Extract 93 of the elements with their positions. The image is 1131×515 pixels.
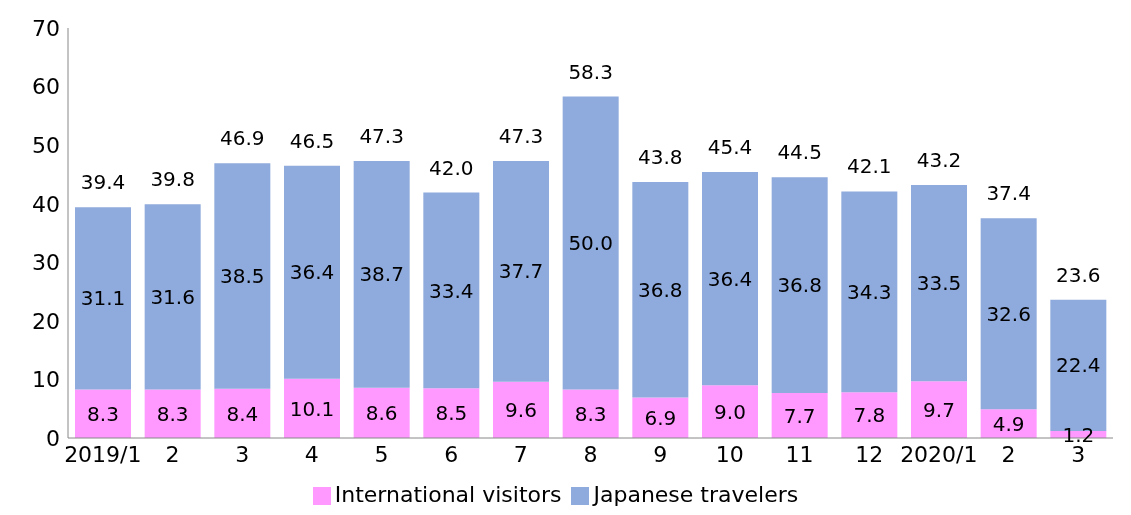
data-label: 7.7	[783, 403, 816, 428]
data-label: 4.9	[992, 411, 1025, 436]
x-tick-label: 2019/1	[64, 441, 142, 467]
bar	[702, 385, 758, 438]
bar	[214, 163, 271, 389]
x-tick-label: 6	[444, 441, 459, 467]
x-tick-label: 10	[715, 441, 744, 467]
y-tick-label: 20	[32, 308, 60, 334]
y-tick-label: 0	[46, 425, 60, 451]
data-label: 22.4	[1056, 353, 1101, 378]
data-label: 9.7	[923, 397, 955, 422]
bar	[562, 389, 619, 438]
total-label: 42.1	[847, 154, 892, 179]
bar	[841, 191, 898, 393]
data-label: 7.8	[853, 403, 886, 428]
bar	[144, 204, 201, 390]
data-label: 50.0	[568, 231, 613, 256]
data-label: 36.8	[777, 273, 822, 298]
x-tick-label: 2020/1	[900, 441, 978, 467]
data-label: 34.3	[847, 279, 892, 304]
total-label: 47.3	[498, 123, 544, 148]
data-label: 6.9	[644, 405, 677, 430]
data-label: 31.1	[80, 286, 126, 311]
bar	[980, 218, 1037, 410]
x-tick-label: 2	[1001, 441, 1016, 467]
y-tick-label: 30	[32, 250, 60, 276]
total-label: 46.5	[289, 128, 335, 153]
bar	[911, 381, 967, 438]
bar	[144, 389, 201, 438]
bar	[841, 392, 898, 438]
bar	[284, 378, 340, 438]
y-tick-label: 60	[32, 74, 60, 100]
bar	[493, 160, 549, 382]
data-label: 36.8	[638, 277, 683, 302]
data-label: 8.4	[226, 401, 259, 426]
bar	[771, 177, 828, 393]
data-label: 31.6	[150, 284, 195, 309]
data-label: 37.7	[498, 259, 544, 284]
bar	[75, 389, 131, 438]
total-label: 43.2	[916, 147, 962, 172]
data-label: 36.4	[707, 266, 753, 291]
bar	[214, 388, 271, 438]
x-tick-label: 3	[235, 441, 250, 467]
y-tick-label: 70	[32, 15, 60, 41]
data-label: 8.3	[574, 401, 607, 426]
y-tick-label: 50	[32, 132, 60, 158]
data-label: 8.3	[87, 401, 119, 426]
x-tick-label: 2	[165, 441, 180, 467]
x-tick-label: 4	[304, 441, 319, 467]
data-label: 8.3	[156, 401, 189, 426]
bar	[493, 381, 549, 438]
x-tick-label: 9	[653, 441, 668, 467]
bar	[702, 172, 758, 386]
legend-label: Japanese travelers	[593, 482, 799, 507]
x-tick-label: 5	[374, 441, 389, 467]
x-tick-label: 12	[855, 441, 884, 467]
data-label: 9.6	[505, 397, 537, 422]
total-label: 45.4	[707, 135, 753, 160]
bar	[75, 207, 131, 390]
x-tick-label: 8	[583, 441, 598, 467]
bar	[284, 165, 340, 379]
bar	[423, 388, 480, 438]
data-label: 8.5	[435, 401, 468, 426]
data-label: 9.0	[714, 399, 746, 424]
total-label: 46.9	[220, 126, 265, 151]
total-label: 44.5	[777, 140, 822, 165]
bar	[632, 182, 689, 398]
total-label: 42.0	[429, 155, 474, 180]
data-label: 36.4	[289, 260, 335, 285]
total-label: 43.8	[638, 145, 683, 170]
data-label: 32.6	[986, 301, 1031, 326]
legend-label: International visitors	[334, 482, 562, 507]
data-label: 38.5	[220, 264, 265, 289]
total-label: 58.3	[568, 59, 613, 84]
bar	[562, 96, 619, 390]
data-label: 8.6	[365, 400, 398, 425]
y-tick-label: 40	[32, 191, 60, 217]
data-label: 33.4	[429, 278, 474, 303]
bar	[423, 192, 480, 389]
bar	[771, 392, 828, 438]
bar	[353, 160, 410, 388]
total-label: 39.8	[150, 167, 195, 192]
data-label: 38.7	[359, 262, 404, 287]
x-tick-label: 11	[785, 441, 814, 467]
total-label: 23.6	[1056, 262, 1101, 287]
total-label: 37.4	[986, 181, 1031, 206]
bar	[911, 184, 967, 382]
data-label: 10.1	[289, 396, 335, 421]
total-label: 39.4	[80, 170, 126, 195]
y-tick-label: 10	[32, 367, 60, 393]
x-tick-label: 7	[513, 441, 528, 467]
total-label: 47.3	[359, 123, 404, 148]
data-label: 33.5	[916, 271, 962, 296]
